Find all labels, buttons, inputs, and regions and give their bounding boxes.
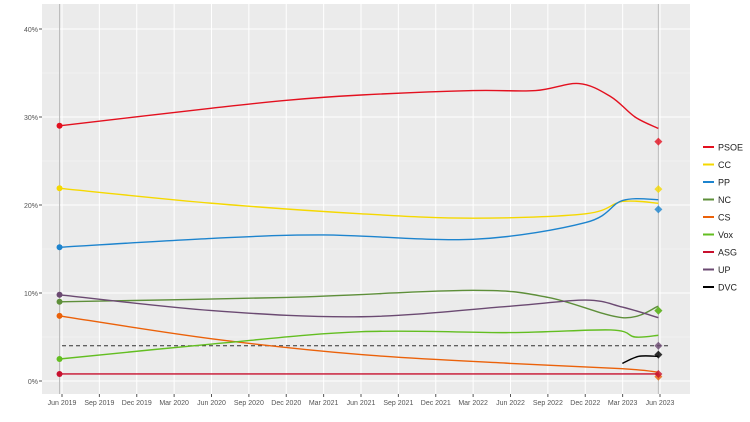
x-tick-label: Sep 2020 bbox=[234, 400, 264, 407]
election-result-asg bbox=[654, 369, 663, 378]
x-tick-label: Jun 2023 bbox=[646, 400, 675, 407]
x-tick-label: Mar 2021 bbox=[309, 400, 339, 407]
start-result-point-asg bbox=[56, 370, 63, 377]
plot-background bbox=[42, 4, 690, 394]
start-result-point-pp bbox=[56, 244, 63, 251]
y-tick-label: 30% bbox=[24, 115, 38, 122]
x-tick-label: Dec 2020 bbox=[271, 400, 301, 407]
y-tick-label: 40% bbox=[24, 27, 38, 34]
legend-label: ASG bbox=[718, 248, 737, 258]
x-tick-label: Jun 2022 bbox=[496, 400, 525, 407]
start-result-point-vox bbox=[56, 356, 63, 362]
x-tick-label: Jun 2019 bbox=[48, 400, 77, 407]
legend-label: PSOE bbox=[718, 143, 743, 153]
trend-line-cs bbox=[59, 315, 659, 373]
start-result-point-cc bbox=[56, 185, 63, 192]
x-tick-label: Mar 2022 bbox=[458, 400, 488, 407]
x-tick-label: Dec 2019 bbox=[122, 400, 152, 407]
y-tick-label: 0% bbox=[28, 379, 38, 386]
trend-line-up bbox=[59, 294, 659, 319]
y-tick-label: 10% bbox=[24, 291, 38, 298]
legend-label: NC bbox=[718, 195, 731, 205]
trend-line-pp bbox=[59, 197, 659, 248]
x-tick-label: Mar 2020 bbox=[159, 400, 189, 407]
start-result-point-psoe bbox=[56, 122, 63, 129]
legend-label: CC bbox=[718, 160, 731, 170]
x-tick-label: Jun 2020 bbox=[197, 400, 226, 407]
start-result-point-up bbox=[56, 291, 63, 298]
legend-label: DVC bbox=[718, 283, 738, 293]
election-result-pp bbox=[654, 205, 663, 214]
legend-label: PP bbox=[718, 178, 730, 188]
legend-label: UP bbox=[718, 265, 731, 275]
y-tick-label: 20% bbox=[24, 203, 38, 210]
x-tick-label: Mar 2023 bbox=[608, 400, 638, 407]
election-result-dvc bbox=[654, 350, 663, 359]
election-result-vox bbox=[654, 306, 663, 315]
x-tick-label: Dec 2021 bbox=[421, 400, 451, 407]
x-tick-label: Sep 2022 bbox=[533, 400, 563, 407]
trend-line-nc bbox=[59, 289, 659, 319]
trend-line-vox bbox=[59, 329, 659, 360]
start-result-point-cs bbox=[56, 312, 63, 319]
x-tick-label: Sep 2021 bbox=[383, 400, 413, 407]
start-result-point-nc bbox=[56, 298, 63, 305]
legend-label: CS bbox=[718, 213, 731, 223]
legend-label: Vox bbox=[718, 230, 734, 240]
x-tick-label: Sep 2019 bbox=[84, 400, 114, 407]
x-tick-label: Dec 2022 bbox=[570, 400, 600, 407]
x-tick-label: Jun 2021 bbox=[347, 400, 376, 407]
election-result-psoe bbox=[654, 137, 663, 146]
election-result-up bbox=[654, 341, 663, 350]
trend-line-psoe bbox=[59, 82, 659, 130]
trend-line-dvc bbox=[622, 355, 659, 365]
election-result-cc bbox=[654, 185, 663, 194]
